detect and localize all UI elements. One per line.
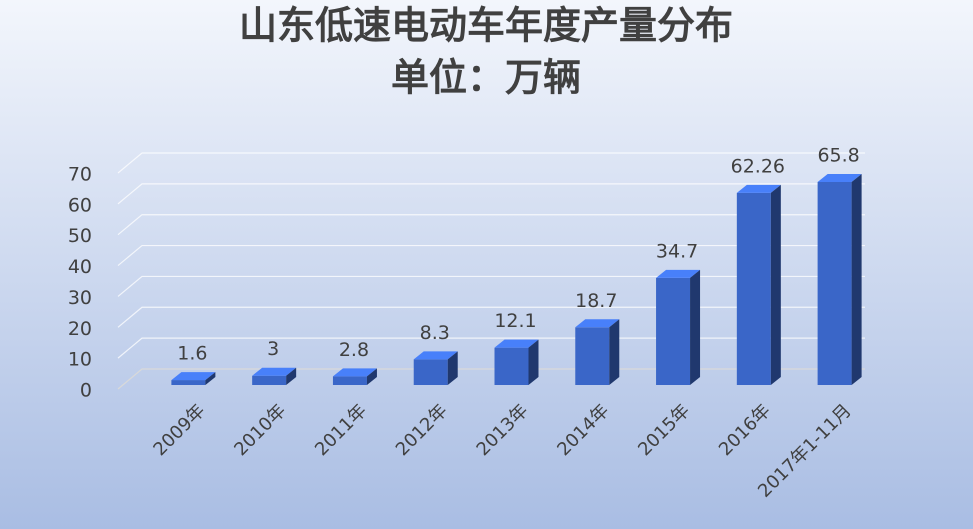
value-label: 3 [267, 338, 279, 360]
y-tick-label: 30 [68, 287, 92, 309]
value-label: 34.7 [656, 240, 698, 262]
bar-side [366, 368, 377, 385]
chart-subtitle: 单位：万辆 [391, 56, 581, 100]
grid-line [117, 183, 865, 205]
grid-line [117, 275, 865, 297]
value-label: 62.26 [731, 155, 785, 177]
bar [332, 376, 367, 385]
bar [575, 327, 610, 385]
bar-top [171, 372, 216, 381]
y-tick-label: 10 [68, 349, 92, 371]
bar-side [205, 372, 216, 385]
y-tick-label: 50 [68, 225, 92, 247]
bar-side [447, 351, 458, 385]
y-tick-label: 60 [68, 194, 92, 216]
grid-line [117, 152, 865, 174]
y-tick-label: 0 [80, 380, 92, 402]
value-label: 18.7 [575, 290, 617, 312]
bar [252, 375, 287, 385]
y-tick-label: 40 [68, 256, 92, 278]
bar-top [656, 269, 701, 278]
bar [413, 359, 448, 385]
chart-title: 山东低速电动车年度产量分布 [239, 4, 733, 48]
grid-line [117, 368, 865, 390]
bar-side [690, 269, 701, 385]
bar-top [494, 339, 539, 348]
bar-side [528, 339, 539, 385]
bar-side [609, 319, 620, 385]
value-label: 1.6 [177, 343, 207, 365]
value-label: 12.1 [494, 310, 536, 332]
bar [736, 192, 771, 385]
bar [171, 380, 206, 385]
bar-side [286, 367, 297, 385]
bar-top [332, 368, 377, 377]
y-tick-label: 70 [68, 164, 92, 186]
bar [656, 277, 691, 385]
grid-line [117, 214, 865, 236]
bar [494, 347, 529, 385]
bar-side [770, 184, 781, 385]
bar [817, 181, 852, 385]
grid-line [117, 244, 865, 267]
grid-line [117, 306, 865, 328]
bar-top [736, 184, 781, 193]
bar-top [575, 319, 620, 328]
bar-top [252, 367, 297, 376]
bar-side [851, 173, 862, 385]
value-label: 8.3 [420, 322, 450, 344]
bar-top [413, 351, 458, 360]
value-label: 2.8 [339, 339, 369, 361]
y-tick-label: 20 [68, 318, 92, 340]
bar-top [817, 173, 862, 182]
value-label: 65.8 [817, 144, 859, 166]
grid-line [117, 337, 865, 359]
